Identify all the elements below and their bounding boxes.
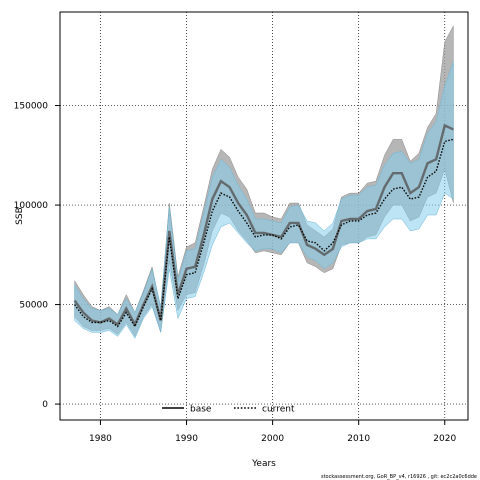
plot-frame	[59, 11, 469, 421]
y-axis-title: SSB	[15, 207, 25, 225]
current-confidence-band	[74, 61, 454, 339]
current-line	[74, 138, 454, 328]
x-axis-ticks: 1980 1990 2000 2010 2020	[89, 420, 456, 444]
legend-current-label: current	[262, 405, 295, 415]
base-line	[73, 123, 454, 328]
legend-base-label: base	[190, 405, 212, 415]
x-tick-label: 2020	[433, 434, 456, 444]
x-axis-title: Years	[251, 459, 276, 469]
y-tick-label: 0	[42, 400, 48, 410]
y-tick-label: 150000	[14, 102, 49, 112]
footer-text: stockassessment.org, GoR_BP_v4, r16926 ,…	[321, 474, 477, 480]
x-tick-label: 2000	[261, 434, 284, 444]
y-tick-label: 100000	[14, 201, 49, 211]
legend: base current	[162, 405, 295, 415]
confidence-bands	[74, 25, 454, 339]
y-tick-label: 50000	[19, 301, 48, 311]
series-lines	[73, 123, 454, 328]
x-tick-label: 1990	[175, 434, 198, 444]
x-tick-label: 2010	[347, 434, 370, 444]
y-axis-ticks: 0 50000 100000 150000	[14, 102, 60, 410]
x-tick-label: 1980	[89, 434, 112, 444]
